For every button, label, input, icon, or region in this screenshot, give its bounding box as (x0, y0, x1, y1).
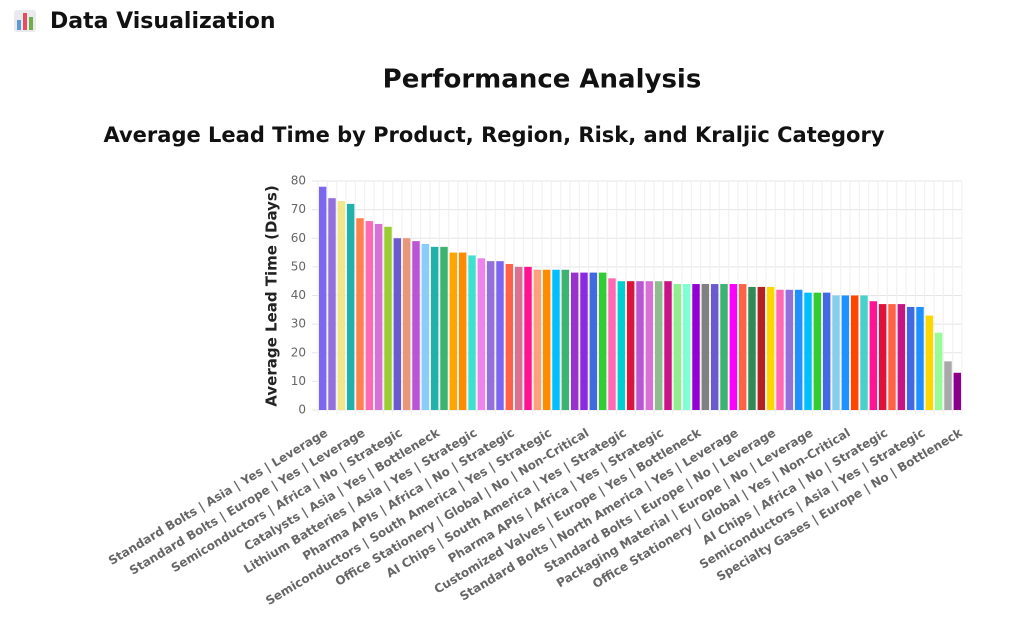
bar (869, 301, 878, 410)
bar (346, 203, 355, 410)
bar (692, 284, 700, 410)
bar (953, 372, 962, 410)
bar (944, 361, 952, 410)
bar (318, 186, 327, 410)
page-heading: Performance Analysis (383, 65, 702, 95)
bar (813, 292, 822, 410)
bar (486, 261, 495, 410)
bar (524, 266, 532, 410)
bar (776, 289, 784, 410)
bar (570, 272, 579, 410)
bar (393, 238, 402, 410)
header-icon (14, 10, 36, 32)
bar (402, 238, 411, 410)
bar (384, 226, 392, 410)
bar (710, 284, 719, 410)
y-tick-label: 60 (291, 231, 306, 245)
bar (766, 286, 775, 410)
bar (878, 304, 887, 410)
bar (682, 284, 691, 410)
header-title: Data Visualization (50, 9, 275, 34)
bar (916, 306, 924, 410)
bar (328, 198, 336, 410)
bar (757, 286, 766, 410)
chart-title: Average Lead Time by Product, Region, Ri… (103, 123, 884, 147)
bar (598, 272, 607, 410)
bar (617, 281, 626, 410)
bar (365, 221, 374, 410)
bar (421, 243, 430, 410)
bar (542, 269, 551, 410)
bar (608, 278, 616, 410)
bar (906, 306, 915, 410)
bar (496, 261, 504, 410)
y-tick-label: 20 (291, 345, 306, 359)
bar (654, 281, 663, 410)
bar (748, 286, 756, 410)
bar (533, 269, 542, 410)
bar (804, 292, 812, 410)
bar (458, 252, 467, 410)
bar (934, 332, 943, 410)
bar (636, 281, 644, 410)
bar (477, 258, 486, 410)
bar (468, 255, 476, 410)
bar (626, 281, 635, 410)
bar (589, 272, 598, 410)
y-tick-label: 50 (291, 259, 306, 273)
bar (925, 315, 934, 410)
bar (561, 269, 570, 410)
y-tick-label: 70 (291, 202, 306, 216)
bar (850, 295, 859, 410)
bar (449, 252, 458, 410)
bar (374, 223, 383, 410)
y-tick-label: 10 (291, 374, 306, 388)
bar (794, 289, 803, 410)
bar (832, 295, 840, 410)
bar (785, 289, 794, 410)
y-tick-label: 30 (291, 317, 306, 331)
bar (888, 304, 896, 410)
bar (664, 281, 672, 410)
bar (440, 246, 448, 410)
bar (897, 304, 906, 410)
bar (505, 264, 514, 410)
bar (356, 218, 364, 410)
bar (841, 295, 850, 410)
bar (729, 284, 738, 410)
y-tick-label: 0 (298, 403, 306, 417)
bar (673, 284, 682, 410)
bar (430, 246, 439, 410)
bar (580, 272, 588, 410)
bar (701, 284, 710, 410)
y-tick-label: 40 (291, 288, 306, 302)
bar (412, 241, 420, 410)
bar (337, 201, 346, 410)
bar (738, 284, 747, 410)
bar (552, 269, 560, 410)
bar (822, 292, 831, 410)
bar (645, 281, 654, 410)
bar (860, 295, 868, 410)
y-tick-label: 80 (291, 174, 306, 188)
bar (514, 266, 523, 410)
bar (720, 284, 728, 410)
y-axis-label: Average Lead Time (Days) (263, 185, 281, 406)
